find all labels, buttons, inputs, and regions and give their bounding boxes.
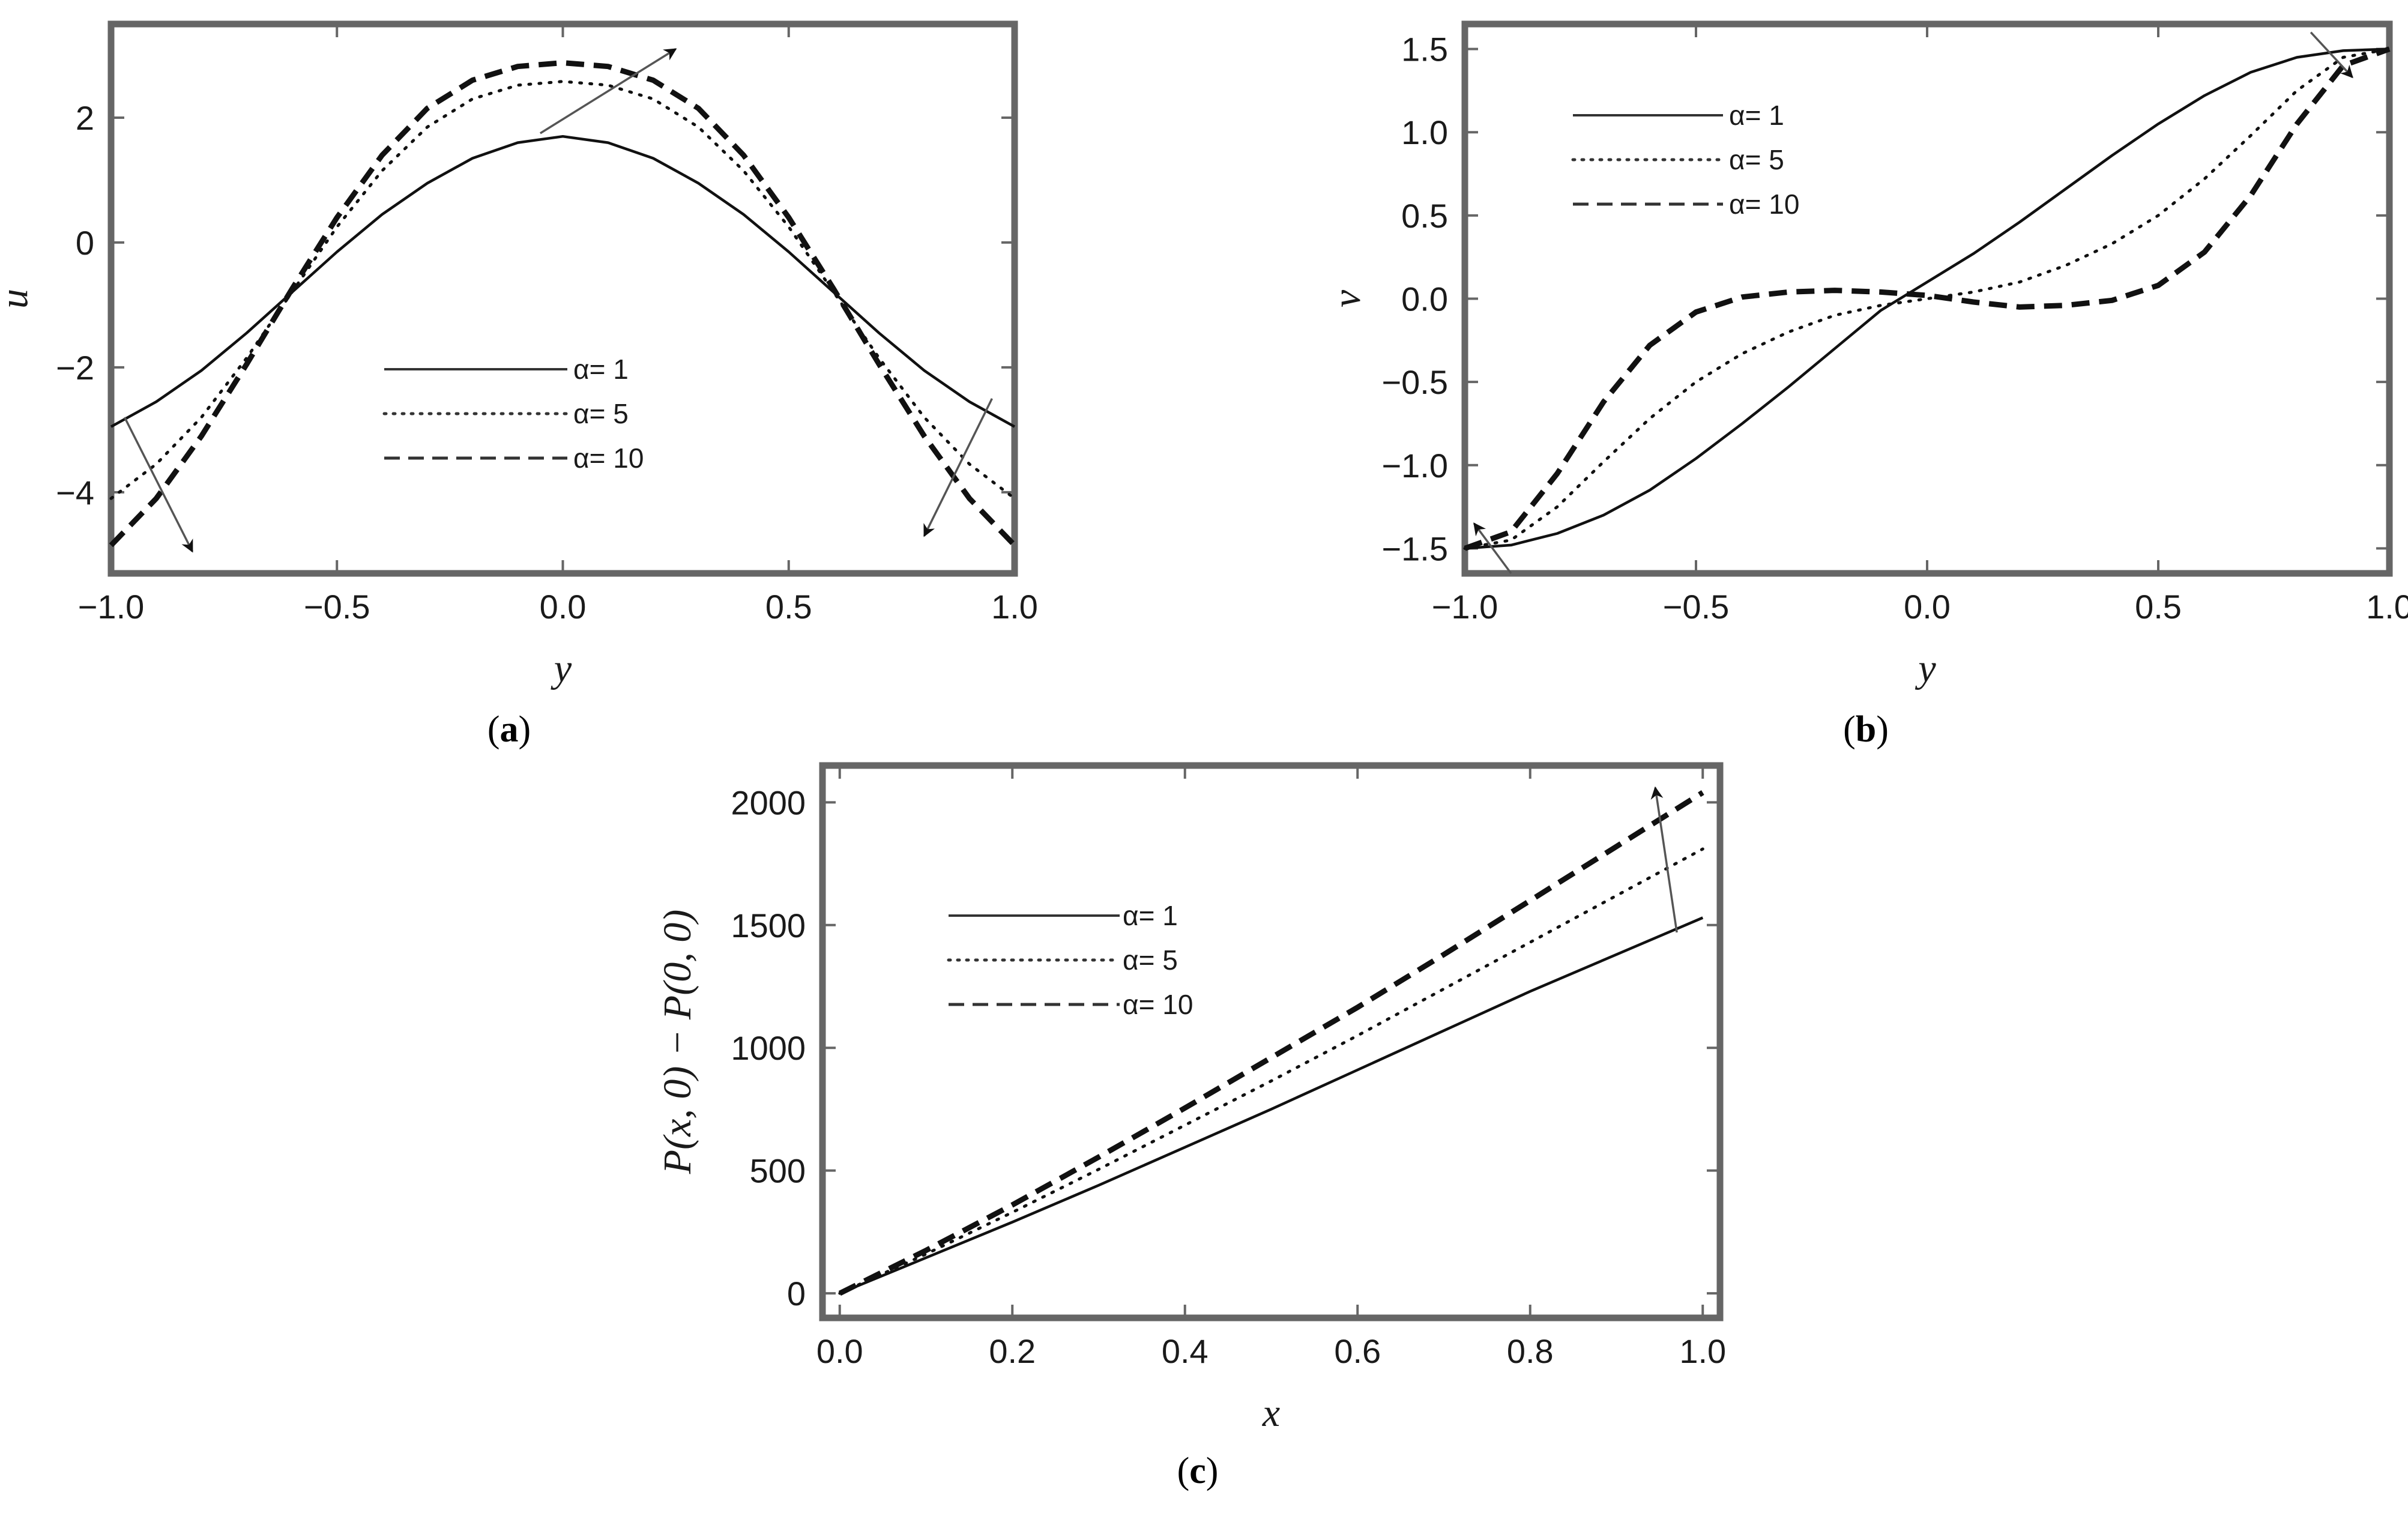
x-tick-label: 1.0 xyxy=(1679,1332,1726,1370)
chart-panel-b: −1.0 −0.5 0.0 0.5 1.0 −1.5 −1.0 −0.5 0.0 0.5 1.0 1.… xyxy=(1325,20,2408,750)
trend-arrow xyxy=(1650,786,1678,933)
panel-caption: (b) xyxy=(1843,709,1889,750)
x-tick-label: −1.0 xyxy=(1432,588,1498,626)
x-axis-label: y xyxy=(551,647,572,690)
x-tick-label: 0.4 xyxy=(1162,1332,1209,1370)
y-tick-label: 0 xyxy=(787,1275,806,1312)
y-tick-label: 2000 xyxy=(731,784,806,821)
series-line-dashed xyxy=(838,790,1704,1296)
x-axis-label: x xyxy=(1262,1391,1280,1435)
x-tick-label: 0.5 xyxy=(2135,588,2182,626)
y-tick-label: −1.0 xyxy=(1381,447,1448,485)
x-tick-label: 0.0 xyxy=(1904,588,1951,626)
series-line-dotted xyxy=(838,847,1704,1295)
trend-arrow xyxy=(124,417,194,553)
series-line-dotted xyxy=(109,80,1016,500)
panel-caption: (a) xyxy=(487,709,531,750)
y-axis-label: P(x, 0) − P(0, 0) xyxy=(656,910,699,1174)
legend-label: α= 5 xyxy=(1123,944,1178,976)
legend-label: α= 1 xyxy=(573,354,629,385)
legend-label: α= 10 xyxy=(1123,989,1193,1020)
legend-label: α= 5 xyxy=(1729,144,1784,175)
y-tick-label: −2 xyxy=(56,349,94,387)
y-tick-label: 2 xyxy=(76,99,94,137)
legend-label: α= 1 xyxy=(1123,900,1178,931)
trend-arrow xyxy=(2310,31,2353,79)
y-tick-label: −1.5 xyxy=(1381,530,1448,567)
x-tick-label: 0.5 xyxy=(765,588,812,626)
trend-arrow xyxy=(1473,522,1512,575)
plot-frame xyxy=(1461,20,2393,577)
series-line-dashed xyxy=(109,60,1017,548)
x-tick-label: 0.6 xyxy=(1334,1332,1381,1370)
x-tick-label: 0.2 xyxy=(989,1332,1036,1370)
y-tick-label: 1.5 xyxy=(1401,31,1448,68)
y-axis-label: v xyxy=(1325,289,1369,307)
series-line-solid xyxy=(839,916,1704,1295)
legend-label: α= 10 xyxy=(1729,189,1799,220)
panel-caption: (c) xyxy=(1177,1451,1219,1491)
x-tick-label: −1.0 xyxy=(78,588,145,626)
y-tick-label: 1.0 xyxy=(1401,113,1448,151)
y-tick-label: 500 xyxy=(750,1152,806,1190)
plot-frame xyxy=(107,20,1018,577)
x-tick-label: 0.0 xyxy=(540,588,587,626)
y-tick-label: −0.5 xyxy=(1381,363,1448,401)
series-line-solid xyxy=(1464,47,2390,550)
plot-frame xyxy=(819,762,1724,1321)
trend-arrow xyxy=(539,48,677,134)
x-tick-label: 1.0 xyxy=(2366,588,2408,626)
y-tick-label: −4 xyxy=(56,474,94,512)
x-tick-label: 1.0 xyxy=(991,588,1038,626)
chart-panel-a: −1.0 −0.5 0.0 0.5 1.0 −4 −2 0 2 α= 1 α= 5 α= 10 y u (a… xyxy=(0,20,1038,750)
y-tick-label: 0 xyxy=(76,224,94,262)
y-tick-label: 0.0 xyxy=(1401,280,1448,318)
x-tick-label: −0.5 xyxy=(1663,588,1730,626)
legend-label: α= 1 xyxy=(1729,100,1784,131)
y-axis-label: u xyxy=(0,289,36,309)
y-tick-label: 1000 xyxy=(731,1029,806,1067)
series-line-dotted xyxy=(1463,47,2391,550)
series-line-dashed xyxy=(1464,46,2391,551)
trend-arrow xyxy=(923,398,993,537)
x-tick-label: 0.8 xyxy=(1507,1332,1554,1370)
x-axis-label: y xyxy=(1915,647,1936,690)
y-tick-label: 0.5 xyxy=(1401,197,1448,235)
series-line-solid xyxy=(110,134,1016,428)
legend-label: α= 10 xyxy=(573,442,644,474)
x-tick-label: −0.5 xyxy=(304,588,370,626)
x-tick-label: 0.0 xyxy=(816,1332,863,1370)
y-tick-label: 1500 xyxy=(731,907,806,944)
chart-panel-c: 0.0 0.2 0.4 0.6 0.8 1.0 0 500 1000 1500 2000 α= 1 α=… xyxy=(656,762,1726,1491)
legend-label: α= 5 xyxy=(573,398,629,429)
